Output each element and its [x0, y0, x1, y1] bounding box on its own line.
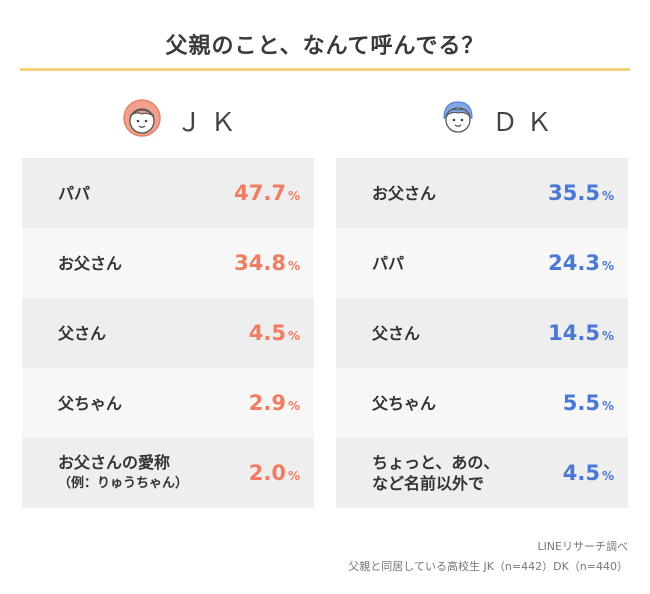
row-label-text: ちょっと、あの、 — [372, 453, 500, 472]
row-label: お父さんの愛称 （例：りゅうちゃん） — [58, 452, 188, 494]
percent-unit: % — [287, 329, 300, 343]
table-row: ちょっと、あの、 など名前以外で 4.5% — [336, 438, 628, 508]
jk-table: パパ 47.7% お父さん 34.8% 父さん 4.5% 父ちゃん 2.9% お… — [22, 158, 314, 508]
dk-header: ＤＫ — [438, 100, 560, 140]
row-label: お父さん — [58, 253, 122, 274]
row-label: 父ちゃん — [372, 393, 436, 414]
row-label: パパ — [372, 253, 404, 274]
percent-unit: % — [601, 189, 614, 203]
value-number: 14.5 — [548, 321, 600, 345]
source-line-1: LINEリサーチ調べ — [537, 540, 628, 553]
chart-title: 父親のこと、なんて呼んでる？ — [165, 34, 485, 59]
table-row: パパ 24.3% — [336, 228, 628, 298]
row-label-text: お父さん — [58, 253, 123, 273]
row-value: 14.5% — [548, 321, 614, 345]
value-number: 4.5 — [562, 461, 600, 485]
row-value: 2.9% — [249, 391, 300, 415]
table-row: 父さん 14.5% — [336, 298, 628, 368]
row-value: 2.0% — [249, 461, 300, 485]
row-label: 父さん — [372, 323, 420, 344]
row-label: 父さん — [58, 323, 106, 344]
value-number: 24.3 — [548, 251, 600, 275]
table-row: お父さん 34.8% — [22, 228, 314, 298]
value-number: 4.5 — [248, 321, 286, 345]
dk-table: お父さん 35.5% パパ 24.3% 父さん 14.5% 父ちゃん 5.5% … — [336, 158, 628, 508]
percent-unit: % — [287, 469, 300, 483]
value-number: 2.0 — [248, 461, 286, 485]
table-row: お父さん 35.5% — [336, 158, 628, 228]
row-value: 4.5% — [249, 321, 300, 345]
row-value: 24.3% — [548, 251, 614, 275]
source-line-2: 父親と同居している高校生 JK（n=442）DK（n=440） — [348, 560, 628, 573]
percent-unit: % — [287, 399, 300, 413]
row-label: ちょっと、あの、 など名前以外で — [372, 452, 499, 494]
table-row: 父ちゃん 5.5% — [336, 368, 628, 438]
value-number: 35.5 — [548, 181, 600, 205]
percent-unit: % — [601, 259, 614, 273]
row-label: 父ちゃん — [58, 393, 122, 414]
row-value: 35.5% — [548, 181, 614, 205]
percent-unit: % — [601, 399, 614, 413]
row-value: 47.7% — [234, 181, 300, 205]
value-number: 34.8 — [234, 251, 286, 275]
percent-unit: % — [287, 259, 300, 273]
row-label-text: お父さん — [372, 183, 437, 203]
row-label-text: 父ちゃん — [372, 393, 437, 413]
percent-unit: % — [601, 469, 614, 483]
percent-unit: % — [601, 329, 614, 343]
row-label-sub: （例：りゅうちゃん） — [58, 476, 189, 491]
percent-unit: % — [287, 189, 300, 203]
source-note: LINEリサーチ調べ 父親と同居している高校生 JK（n=442）DK（n=44… — [348, 537, 628, 577]
row-value: 34.8% — [234, 251, 300, 275]
table-row: パパ 47.7% — [22, 158, 314, 228]
row-value: 4.5% — [563, 461, 614, 485]
row-label-text: 父さん — [372, 323, 421, 343]
table-row: 父ちゃん 2.9% — [22, 368, 314, 438]
table-row: お父さんの愛称 （例：りゅうちゃん） 2.0% — [22, 438, 314, 508]
title-underline — [20, 68, 630, 71]
table-row: 父さん 4.5% — [22, 298, 314, 368]
row-value: 5.5% — [563, 391, 614, 415]
row-label-text: パパ — [372, 253, 405, 273]
girl-face-icon — [122, 98, 162, 142]
jk-label: ＪＫ — [176, 107, 245, 138]
jk-header: ＪＫ — [122, 98, 245, 142]
row-label: お父さん — [372, 183, 436, 204]
row-label-sub: など名前以外で — [372, 474, 485, 493]
dk-label: ＤＫ — [492, 107, 561, 138]
value-number: 47.7 — [234, 181, 286, 205]
row-label-text: 父ちゃん — [58, 393, 123, 413]
value-number: 5.5 — [562, 391, 600, 415]
row-label-text: お父さんの愛称 — [58, 453, 171, 472]
row-label-text: 父さん — [58, 323, 107, 343]
row-label-text: パパ — [58, 183, 91, 203]
row-label: パパ — [58, 183, 90, 204]
boy-face-icon — [438, 98, 478, 142]
value-number: 2.9 — [248, 391, 286, 415]
